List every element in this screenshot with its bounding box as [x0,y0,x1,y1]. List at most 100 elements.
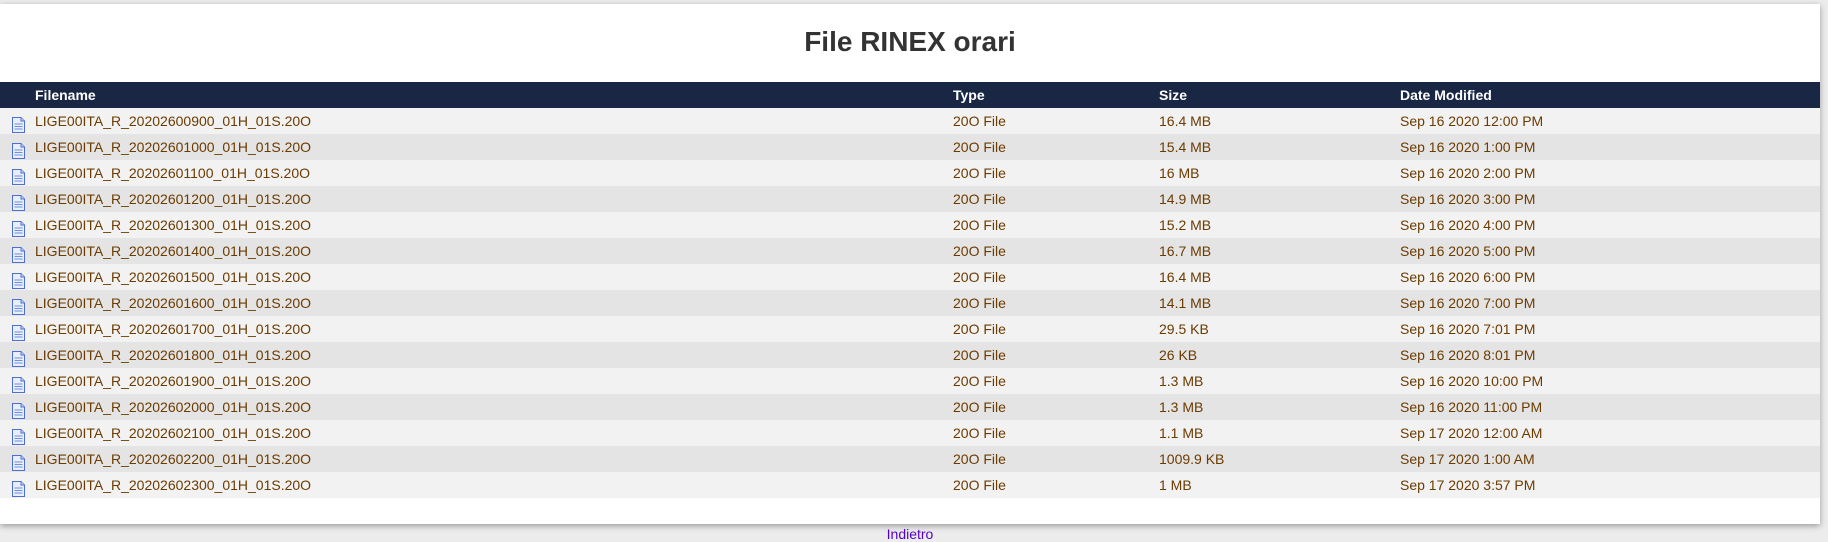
filename-cell[interactable]: LIGE00ITA_R_20202601700_01H_01S.20O [0,316,953,342]
table-row[interactable]: LIGE00ITA_R_20202602300_01H_01S.20O 20O F… [0,472,1820,498]
filename-wrap[interactable]: LIGE00ITA_R_20202602200_01H_01S.20O [12,451,953,471]
date-modified-cell: Sep 16 2020 1:00 PM [1400,139,1536,155]
filename-wrap[interactable]: LIGE00ITA_R_20202601700_01H_01S.20O [12,321,953,341]
table-header-row: Filename Type Size Date Modified [0,82,1820,108]
table-row[interactable]: LIGE00ITA_R_20202602100_01H_01S.20O 20O F… [0,420,1820,446]
filename-cell[interactable]: LIGE00ITA_R_20202601000_01H_01S.20O [0,134,953,160]
file-icon [12,403,25,419]
filename-link[interactable]: LIGE00ITA_R_20202601000_01H_01S.20O [35,139,312,155]
filename-link[interactable]: LIGE00ITA_R_20202601800_01H_01S.20O [35,347,312,363]
size-cell: 14.9 MB [1159,191,1212,207]
filename-cell[interactable]: LIGE00ITA_R_20202601800_01H_01S.20O [0,342,953,368]
size-cell: 16.4 MB [1159,269,1212,285]
file-icon [12,143,25,159]
filename-wrap[interactable]: LIGE00ITA_R_20202601600_01H_01S.20O [12,295,953,315]
size-cell: 1 MB [1159,477,1192,493]
file-icon [12,195,25,211]
filename-cell[interactable]: LIGE00ITA_R_20202601900_01H_01S.20O [0,368,953,394]
size-cell: 15.2 MB [1159,217,1212,233]
filename-cell[interactable]: LIGE00ITA_R_20202600900_01H_01S.20O [0,108,953,134]
filename-link[interactable]: LIGE00ITA_R_20202601400_01H_01S.20O [35,243,312,259]
filename-cell[interactable]: LIGE00ITA_R_20202602100_01H_01S.20O [0,420,953,446]
filename-wrap[interactable]: LIGE00ITA_R_20202601400_01H_01S.20O [12,243,953,263]
filename-wrap[interactable]: LIGE00ITA_R_20202601300_01H_01S.20O [12,217,953,237]
filename-link[interactable]: LIGE00ITA_R_20202601300_01H_01S.20O [35,217,312,233]
filename-link[interactable]: LIGE00ITA_R_20202601900_01H_01S.20O [35,373,312,389]
filename-wrap[interactable]: LIGE00ITA_R_20202601500_01H_01S.20O [12,269,953,289]
file-icon [12,247,25,263]
column-header-filename[interactable]: Filename [35,87,96,103]
size-cell: 14.1 MB [1159,295,1212,311]
filename-cell[interactable]: LIGE00ITA_R_20202602000_01H_01S.20O [0,394,953,420]
filename-wrap[interactable]: LIGE00ITA_R_20202602300_01H_01S.20O [12,477,953,497]
filename-cell[interactable]: LIGE00ITA_R_20202601100_01H_01S.20O [0,160,953,186]
date-modified-cell: Sep 16 2020 5:00 PM [1400,243,1536,259]
table-row[interactable]: LIGE00ITA_R_20202600900_01H_01S.20O 20O F… [0,108,1820,134]
date-modified-cell: Sep 16 2020 10:00 PM [1400,373,1544,389]
filename-link[interactable]: LIGE00ITA_R_20202602100_01H_01S.20O [35,425,312,441]
filename-wrap[interactable]: LIGE00ITA_R_20202602000_01H_01S.20O [12,399,953,419]
type-cell: 20O File [953,477,1006,493]
table-row[interactable]: LIGE00ITA_R_20202601500_01H_01S.20O 20O F… [0,264,1820,290]
filename-cell[interactable]: LIGE00ITA_R_20202602300_01H_01S.20O [0,472,953,498]
filename-cell[interactable]: LIGE00ITA_R_20202601600_01H_01S.20O [0,290,953,316]
filename-link[interactable]: LIGE00ITA_R_20202602200_01H_01S.20O [35,451,312,467]
date-modified-cell: Sep 16 2020 12:00 PM [1400,113,1544,129]
filename-wrap[interactable]: LIGE00ITA_R_20202601100_01H_01S.20O [12,165,953,185]
filename-cell[interactable]: LIGE00ITA_R_20202601500_01H_01S.20O [0,264,953,290]
table-row[interactable]: LIGE00ITA_R_20202601400_01H_01S.20O 20O F… [0,238,1820,264]
table-row[interactable]: LIGE00ITA_R_20202602000_01H_01S.20O 20O F… [0,394,1820,420]
filename-link[interactable]: LIGE00ITA_R_20202600900_01H_01S.20O [35,113,312,129]
filename-link[interactable]: LIGE00ITA_R_20202601600_01H_01S.20O [35,295,312,311]
size-cell: 1.3 MB [1159,399,1204,415]
date-modified-cell: Sep 16 2020 8:01 PM [1400,347,1536,363]
table-row[interactable]: LIGE00ITA_R_20202601000_01H_01S.20O 20O F… [0,134,1820,160]
filename-link[interactable]: LIGE00ITA_R_20202602000_01H_01S.20O [35,399,312,415]
type-cell: 20O File [953,451,1006,467]
column-header-date-modified[interactable]: Date Modified [1400,87,1492,103]
page-container: File RINEX orari Filename Type Size Date… [0,4,1820,524]
date-modified-cell: Sep 17 2020 12:00 AM [1400,425,1543,441]
filename-link[interactable]: LIGE00ITA_R_20202601500_01H_01S.20O [35,269,312,285]
date-modified-cell: Sep 16 2020 11:00 PM [1400,399,1543,415]
table-row[interactable]: LIGE00ITA_R_20202602200_01H_01S.20O 20O F… [0,446,1820,472]
filename-link[interactable]: LIGE00ITA_R_20202601200_01H_01S.20O [35,191,312,207]
date-modified-cell: Sep 16 2020 7:00 PM [1400,295,1536,311]
filename-link[interactable]: LIGE00ITA_R_20202601100_01H_01S.20O [35,165,311,181]
back-link[interactable]: Indietro [886,526,934,542]
table-row[interactable]: LIGE00ITA_R_20202601800_01H_01S.20O 20O F… [0,342,1820,368]
type-cell: 20O File [953,399,1006,415]
filename-cell[interactable]: LIGE00ITA_R_20202602200_01H_01S.20O [0,446,953,472]
filename-wrap[interactable]: LIGE00ITA_R_20202601200_01H_01S.20O [12,191,953,211]
table-row[interactable]: LIGE00ITA_R_20202601600_01H_01S.20O 20O F… [0,290,1820,316]
file-icon [12,299,25,315]
table-row[interactable]: LIGE00ITA_R_20202601100_01H_01S.20O 20O F… [0,160,1820,186]
filename-cell[interactable]: LIGE00ITA_R_20202601400_01H_01S.20O [0,238,953,264]
file-icon [12,117,25,133]
file-icon [12,351,25,367]
size-cell: 26 KB [1159,347,1198,363]
table-row[interactable]: LIGE00ITA_R_20202601900_01H_01S.20O 20O F… [0,368,1820,394]
filename-cell[interactable]: LIGE00ITA_R_20202601200_01H_01S.20O [0,186,953,212]
size-cell: 16.7 MB [1159,243,1212,259]
table-row[interactable]: LIGE00ITA_R_20202601200_01H_01S.20O 20O F… [0,186,1820,212]
filename-wrap[interactable]: LIGE00ITA_R_20202601000_01H_01S.20O [12,139,953,159]
filename-link[interactable]: LIGE00ITA_R_20202601700_01H_01S.20O [35,321,312,337]
filename-cell[interactable]: LIGE00ITA_R_20202601300_01H_01S.20O [0,212,953,238]
table-row[interactable]: LIGE00ITA_R_20202601700_01H_01S.20O 20O F… [0,316,1820,342]
filename-wrap[interactable]: LIGE00ITA_R_20202601800_01H_01S.20O [12,347,953,367]
filename-wrap[interactable]: LIGE00ITA_R_20202601900_01H_01S.20O [12,373,953,393]
column-header-type[interactable]: Type [953,87,985,103]
date-modified-cell: Sep 17 2020 3:57 PM [1400,477,1536,493]
table-header: Filename Type Size Date Modified [0,82,1820,108]
filename-wrap[interactable]: LIGE00ITA_R_20202600900_01H_01S.20O [12,113,953,133]
date-modified-cell: Sep 16 2020 6:00 PM [1400,269,1536,285]
table-row[interactable]: LIGE00ITA_R_20202601300_01H_01S.20O 20O F… [0,212,1820,238]
column-header-size[interactable]: Size [1159,87,1188,103]
type-cell: 20O File [953,139,1006,155]
filename-link[interactable]: LIGE00ITA_R_20202602300_01H_01S.20O [35,477,312,493]
filename-wrap[interactable]: LIGE00ITA_R_20202602100_01H_01S.20O [12,425,953,445]
type-cell: 20O File [953,243,1006,259]
table-body: LIGE00ITA_R_20202600900_01H_01S.20O 20O F… [0,108,1820,498]
file-icon [12,481,25,497]
